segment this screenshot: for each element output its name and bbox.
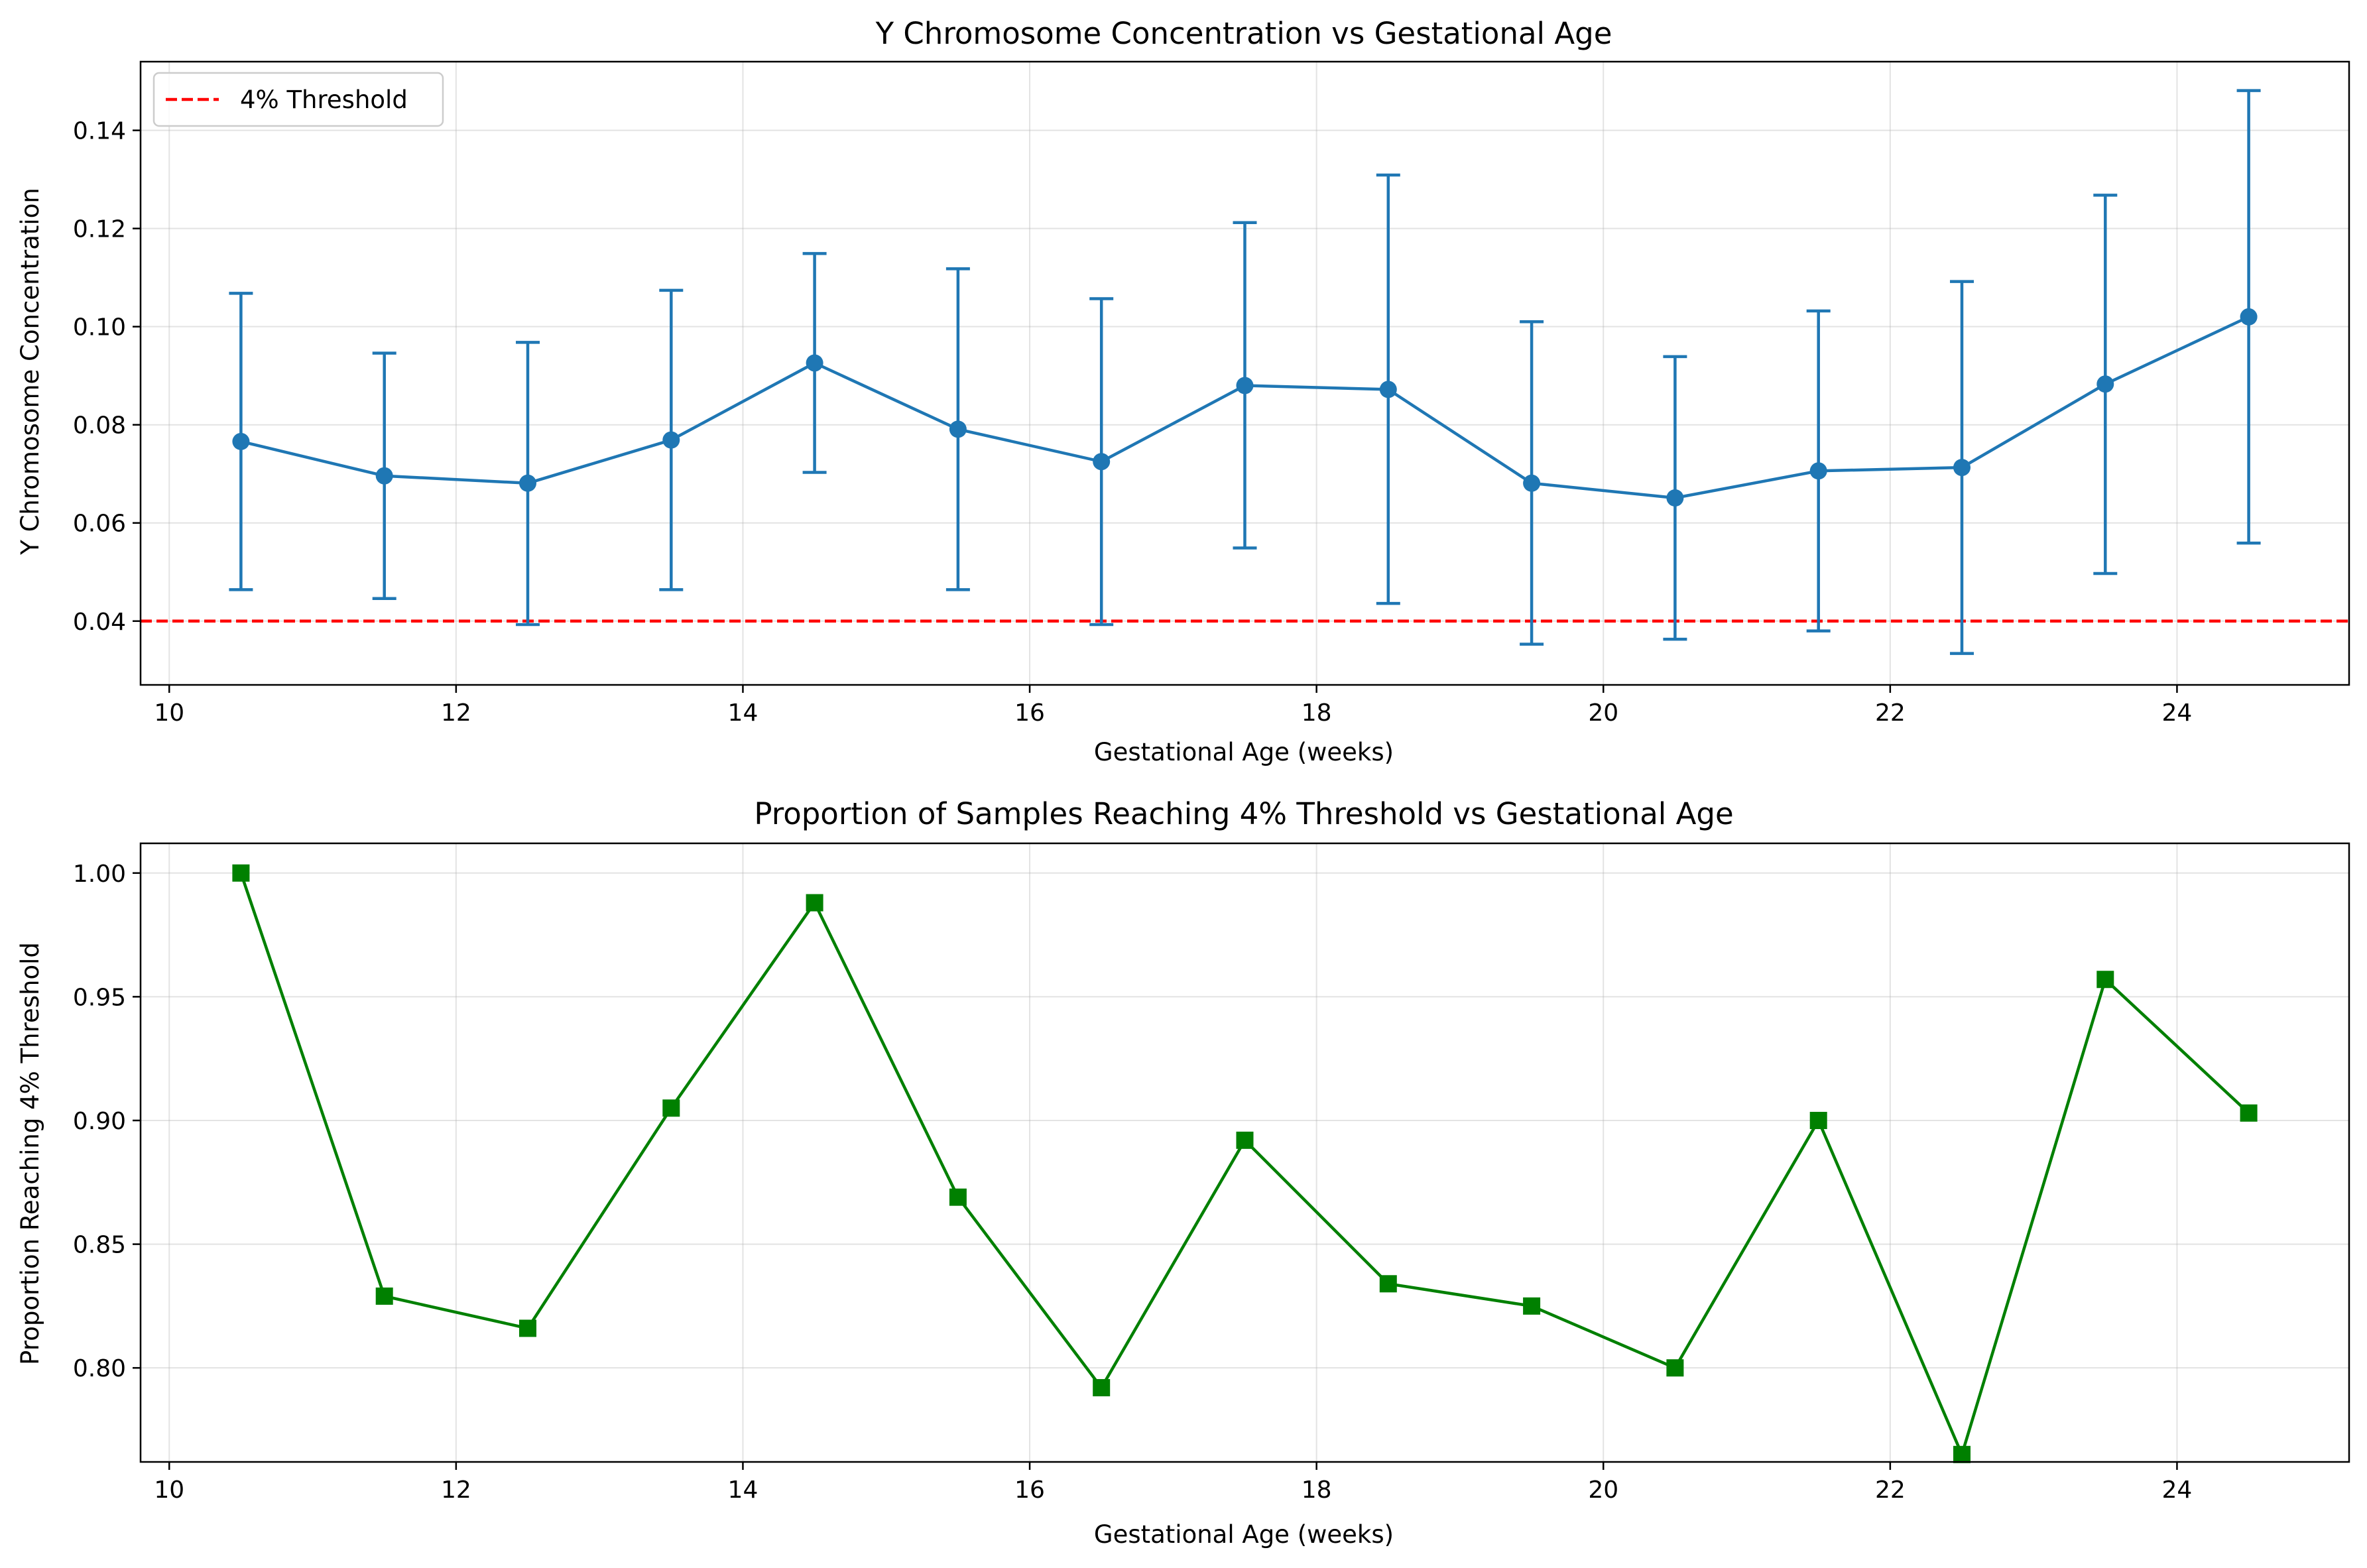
concentration-data-point	[2096, 375, 2114, 393]
proportion-grid	[141, 843, 2349, 1462]
proportion-data-point	[949, 1188, 967, 1206]
proportion-data-point	[662, 1099, 680, 1117]
proportion-chart: Proportion of Samples Reaching 4% Thresh…	[16, 796, 2350, 1549]
concentration-x-tick-label: 12	[441, 699, 471, 727]
proportion-data-point	[519, 1319, 537, 1337]
concentration-data-point	[1953, 459, 1971, 477]
concentration-x-tick-label: 22	[1875, 699, 1906, 727]
proportion-plot-frame	[139, 842, 2350, 1463]
proportion-x-tick-label: 12	[441, 1477, 471, 1504]
concentration-x-tick-label: 18	[1302, 699, 1332, 727]
concentration-y-axis-label: Y Chromosome Concentration	[16, 188, 44, 556]
concentration-chart-title: Y Chromosome Concentration vs Gestationa…	[875, 16, 1612, 51]
proportion-data-point	[1953, 1445, 1971, 1463]
concentration-y-tick-label: 0.14	[73, 118, 126, 145]
concentration-x-tick-label: 14	[728, 699, 759, 727]
concentration-chart: Y Chromosome Concentration vs Gestationa…	[16, 16, 2350, 766]
proportion-data-point	[1666, 1359, 1684, 1377]
proportion-x-tick-label: 24	[2162, 1477, 2193, 1504]
proportion-y-tick-label: 0.85	[73, 1232, 126, 1259]
concentration-data-point	[519, 474, 537, 492]
concentration-x-tick-label: 20	[1588, 699, 1618, 727]
proportion-data-point	[232, 864, 250, 882]
concentration-data-point	[1523, 474, 1541, 492]
proportion-x-tick-label: 20	[1588, 1477, 1618, 1504]
proportion-x-tick-label: 22	[1875, 1477, 1906, 1504]
proportion-y-ticks: 0.80 0.85 0.90 0.95 1.00	[73, 861, 141, 1382]
proportion-x-tick-label: 14	[728, 1477, 759, 1504]
concentration-y-ticks: 0.04 0.06 0.08 0.10 0.12 0.14	[73, 118, 141, 636]
concentration-data-point	[375, 467, 393, 485]
proportion-y-tick-label: 0.90	[73, 1108, 126, 1135]
proportion-series	[232, 864, 2258, 1463]
proportion-x-tick-label: 10	[154, 1477, 184, 1504]
concentration-data-point	[806, 354, 823, 372]
proportion-y-tick-label: 1.00	[73, 861, 126, 888]
concentration-x-tick-label: 24	[2162, 699, 2193, 727]
concentration-data-point	[1666, 489, 1684, 507]
proportion-data-point	[1236, 1131, 1254, 1149]
concentration-y-tick-label: 0.12	[73, 216, 126, 243]
proportion-chart-title: Proportion of Samples Reaching 4% Thresh…	[754, 796, 1733, 831]
concentration-data-point	[662, 431, 680, 449]
concentration-data-point	[1236, 377, 1254, 394]
proportion-data-point	[2096, 971, 2114, 989]
proportion-data-point	[1809, 1111, 1827, 1129]
proportion-data-point	[1093, 1379, 1111, 1397]
legend-box	[152, 72, 444, 127]
proportion-x-ticks: 10 12 14 16 18 20 22 24	[154, 1462, 2192, 1504]
legend: 4% Threshold	[152, 72, 444, 127]
concentration-plot-frame	[139, 60, 2350, 686]
concentration-data-point	[949, 420, 967, 438]
proportion-y-tick-label: 0.80	[73, 1355, 126, 1382]
concentration-x-axis-label: Gestational Age (weeks)	[1094, 738, 1394, 766]
concentration-data-point	[1809, 462, 1827, 480]
concentration-data-point	[1379, 381, 1397, 398]
concentration-y-tick-label: 0.08	[73, 412, 126, 440]
proportion-data-point	[806, 894, 823, 912]
proportion-y-tick-label: 0.95	[73, 984, 126, 1011]
proportion-data-point	[1379, 1275, 1397, 1293]
concentration-data-point	[232, 432, 250, 450]
proportion-data-point	[375, 1287, 393, 1305]
concentration-y-tick-label: 0.04	[73, 609, 126, 636]
proportion-data-point	[1523, 1297, 1541, 1315]
proportion-x-tick-label: 16	[1014, 1477, 1045, 1504]
proportion-data-point	[2240, 1104, 2258, 1122]
concentration-data-point	[1093, 453, 1111, 471]
proportion-x-tick-label: 18	[1302, 1477, 1332, 1504]
concentration-data-point	[2240, 308, 2258, 326]
legend-threshold-label: 4% Threshold	[240, 86, 408, 114]
concentration-x-ticks: 10 12 14 16 18 20 22 24	[154, 685, 2192, 727]
proportion-y-axis-label: Proportion Reaching 4% Threshold	[16, 942, 44, 1365]
proportion-x-axis-label: Gestational Age (weeks)	[1094, 1520, 1394, 1549]
concentration-y-tick-label: 0.06	[73, 511, 126, 538]
concentration-x-tick-label: 16	[1014, 699, 1045, 727]
concentration-y-tick-label: 0.10	[73, 314, 126, 341]
concentration-series	[232, 308, 2258, 507]
concentration-x-tick-label: 10	[154, 699, 184, 727]
